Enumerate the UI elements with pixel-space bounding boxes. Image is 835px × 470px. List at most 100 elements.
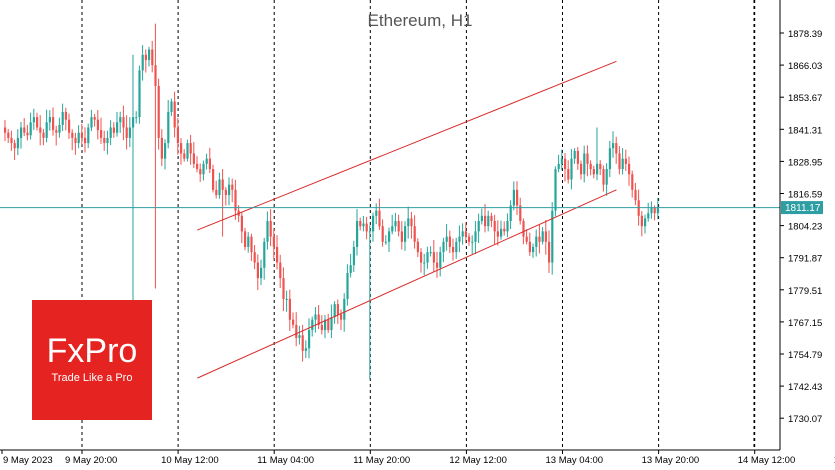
candle-body [87,127,90,144]
candle-body [106,137,109,144]
candle-body [170,101,173,112]
candle-body [493,221,496,232]
candle-body [580,163,583,175]
candle-body [55,130,58,133]
price-axis: 1878.39 1866.03 1853.67 1841.31 1828.95 1816.… [779,0,823,450]
current-price-label: 1811.17 [785,203,821,214]
candle-body [58,124,61,133]
candle-body [64,111,67,120]
candle-body [564,158,567,170]
candle-body [144,54,147,60]
price-tick-label: 1866.03 [788,61,822,72]
candle-body [330,317,333,331]
candle-body [218,179,221,196]
candle-body [573,150,576,159]
candle-body [500,228,503,237]
candle-body [448,236,451,247]
candle-body [516,189,519,206]
candle-body [487,215,490,227]
candle-body [103,137,106,144]
candle-body [244,231,247,247]
candle-body [10,137,13,144]
candle-body [196,163,199,170]
price-tick-label: 1754.79 [788,350,822,361]
candle-body [557,163,560,170]
candle-body [410,218,413,227]
candle-body [61,111,64,125]
candle-body [567,169,570,180]
candle-body [314,314,317,320]
candle-body [538,236,541,242]
time-tick-label: 11 May 04:00 [257,455,314,466]
candle-body [279,262,282,279]
candle-body [221,179,224,190]
candle-body [208,158,211,170]
candle-body [74,137,77,144]
candle-body [647,213,650,219]
candle-body [45,122,48,138]
candle-body [608,148,611,170]
candle-body [317,314,320,325]
candle-body [16,137,19,149]
candle-body [135,117,138,119]
candle-body [189,143,192,154]
candle-body [288,298,291,320]
candle-body [224,189,227,196]
current-price-label-bg [781,201,823,215]
candle-body [512,189,515,206]
candle-body [586,153,589,164]
candle-body [388,231,391,242]
candle-body [154,65,157,86]
candle-body [176,127,179,144]
candle-body [68,119,71,133]
candle-body [455,241,458,253]
channel-lower-line [197,189,617,379]
candle-body [397,221,400,232]
candle-body [308,330,311,349]
candle-body [381,226,384,242]
candle-body [445,236,448,242]
candle-body [365,223,368,232]
logo-background [32,300,152,420]
candle-body [631,174,634,190]
candle-body [29,122,32,136]
candle-body [260,267,263,279]
candle-body [125,127,128,138]
candle-body [228,184,231,196]
candle-body [452,246,455,253]
candle-body [551,210,554,263]
candle-body [80,132,83,138]
candle-body [71,132,74,138]
candle-body [468,236,471,242]
candle-body [522,221,525,237]
candle-body [509,205,512,222]
time-tick-label: 9 May 2023 [3,455,53,466]
candle-body [346,272,349,299]
candle-body [394,221,397,227]
candle-body [90,117,93,128]
candle-body [423,262,426,264]
candle-body [621,158,624,170]
candle-body [333,304,336,318]
candle-body [157,85,160,138]
candle-body [122,117,125,128]
candle-body [301,335,304,351]
time-tick-label: 13 May 04:00 [546,455,604,466]
candle-body [132,117,135,128]
candle-body [231,184,234,190]
time-tick-label: 10 May 12:00 [161,455,219,466]
candle-body [439,252,442,268]
candle-body [202,163,205,175]
price-tick-label: 1816.59 [788,190,822,201]
candle-body [503,228,506,232]
candle-body [656,208,659,214]
price-tick-label: 1828.95 [788,157,822,168]
candle-body [362,223,365,227]
candles-series [4,23,659,380]
candle-body [311,319,314,331]
candle-body [391,226,394,232]
time-tick-label: 15 May 04:00 [834,455,835,466]
candle-body [272,236,275,247]
candle-body [474,231,477,242]
candle-body [404,226,407,242]
